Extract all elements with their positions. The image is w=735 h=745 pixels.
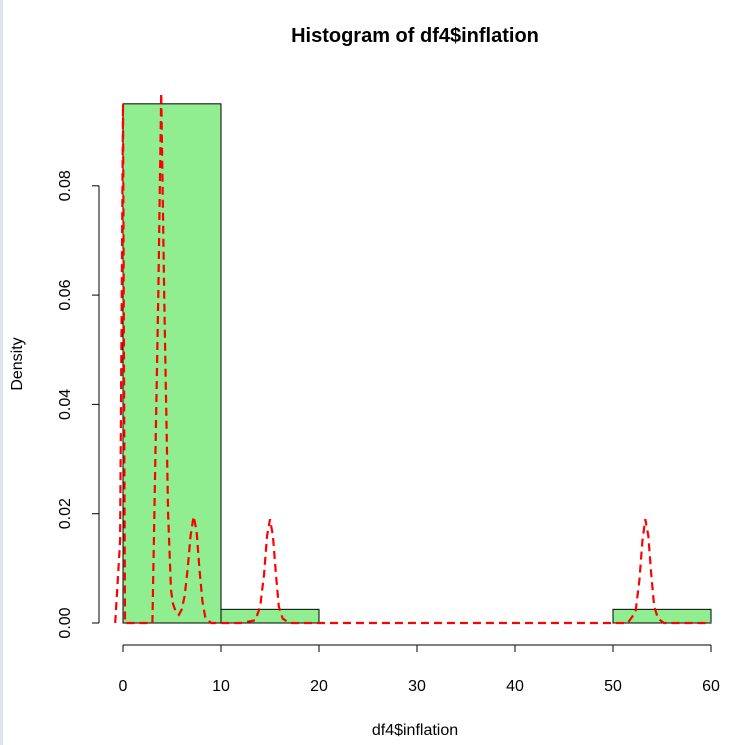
y-axis-label: Density xyxy=(9,337,26,390)
window-edge xyxy=(0,0,3,745)
y-tick-label: 0.04 xyxy=(57,389,74,420)
y-tick-label: 0.00 xyxy=(57,607,74,638)
histogram-bar-0 xyxy=(122,103,222,624)
x-tick-label: 60 xyxy=(702,678,720,695)
histogram-bars xyxy=(122,103,712,624)
x-tick-label: 20 xyxy=(310,678,328,695)
x-tick-label: 10 xyxy=(212,678,230,695)
x-axis: 0 10 20 30 40 50 60 xyxy=(119,644,720,695)
y-tick-label: 0.02 xyxy=(57,498,74,529)
y-tick-label: 0.08 xyxy=(57,170,74,201)
x-tick-label: 30 xyxy=(408,678,426,695)
y-axis: 0.00 0.02 0.04 0.06 0.08 xyxy=(57,170,100,639)
x-tick-label: 0 xyxy=(119,678,128,695)
x-axis-label: df4$inflation xyxy=(372,722,458,739)
chart-title: Histogram of df4$inflation xyxy=(291,25,539,47)
x-tick-label: 50 xyxy=(604,678,622,695)
density-curve xyxy=(114,92,711,625)
histogram-bar-5 xyxy=(612,608,712,624)
density-line xyxy=(114,92,711,625)
histogram-bar-1 xyxy=(220,608,320,624)
x-tick-label: 40 xyxy=(506,678,524,695)
y-tick-label: 0.06 xyxy=(57,279,74,310)
